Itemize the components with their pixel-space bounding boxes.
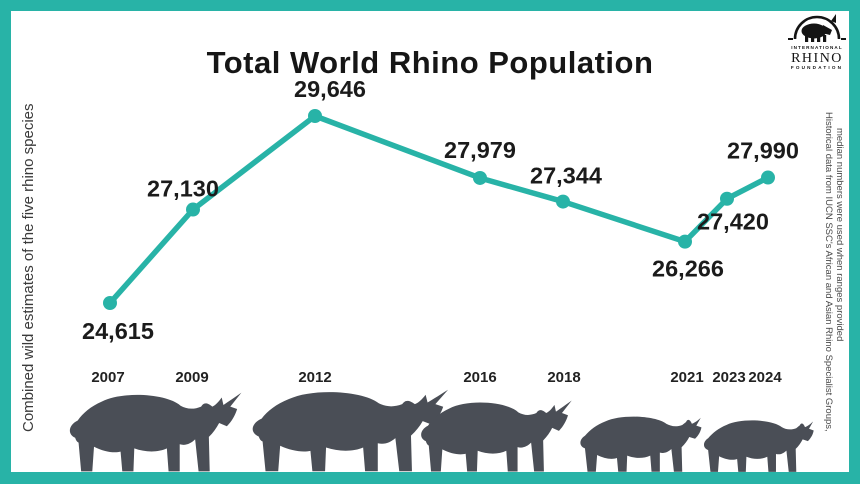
poster-canvas bbox=[11, 11, 849, 472]
data-point-marker-2021 bbox=[678, 234, 692, 249]
data-point-marker-2023 bbox=[720, 191, 734, 206]
rhino-silhouette-sumatran-rhino bbox=[703, 420, 814, 472]
year-label-2021: 2021 bbox=[670, 369, 703, 386]
value-label-2016: 27,979 bbox=[444, 137, 516, 163]
year-label-2023: 2023 bbox=[712, 369, 745, 386]
year-label-2018: 2018 bbox=[547, 369, 580, 386]
value-label-2023: 27,420 bbox=[697, 209, 769, 235]
rhino-silhouette-black-rhino bbox=[252, 389, 449, 472]
value-label-2007: 24,615 bbox=[82, 318, 154, 344]
trend-line bbox=[107, 113, 771, 306]
rhino-silhouette-javan-rhino bbox=[580, 416, 702, 472]
data-point-marker-2007 bbox=[103, 296, 117, 310]
logo-text-foundation: FOUNDATION bbox=[791, 65, 843, 70]
rhino-in-arch-icon bbox=[801, 14, 836, 42]
rhino-body-icon bbox=[252, 389, 449, 472]
chart-title: Total World Rhino Population bbox=[206, 44, 654, 80]
rhino-silhouette-greater-one-horned-rhino bbox=[421, 400, 572, 472]
rhino-body-icon bbox=[421, 400, 572, 472]
data-point-marker-2012 bbox=[308, 109, 322, 123]
year-label-2009: 2009 bbox=[175, 369, 208, 386]
logo-arch-icon bbox=[793, 15, 841, 40]
irf-logo: INTERNATIONAL RHINO FOUNDATION bbox=[788, 14, 846, 70]
data-point-marker-2018 bbox=[556, 194, 570, 209]
data-point-marker-2016 bbox=[473, 170, 487, 185]
value-label-2024: 27,990 bbox=[727, 138, 799, 164]
logo-text-rhino: RHINO bbox=[791, 51, 843, 66]
rhino-silhouette-white-rhino bbox=[69, 392, 242, 472]
year-label-2007: 2007 bbox=[91, 369, 124, 386]
rhino-body-icon bbox=[580, 416, 702, 472]
logo-text-international: INTERNATIONAL bbox=[791, 45, 842, 50]
value-label-2012: 29,646 bbox=[294, 76, 366, 102]
value-label-2018: 27,344 bbox=[530, 163, 602, 189]
rhino-body-icon bbox=[703, 420, 814, 472]
value-label-2009: 27,130 bbox=[147, 176, 219, 202]
data-point-marker-2009 bbox=[186, 202, 200, 217]
value-label-2021: 26,266 bbox=[652, 256, 724, 282]
rhino-body-icon bbox=[69, 392, 242, 472]
year-label-2012: 2012 bbox=[298, 369, 331, 386]
year-label-2024: 2024 bbox=[748, 369, 782, 386]
data-point-marker-2024 bbox=[761, 170, 775, 185]
year-label-2016: 2016 bbox=[463, 369, 496, 386]
